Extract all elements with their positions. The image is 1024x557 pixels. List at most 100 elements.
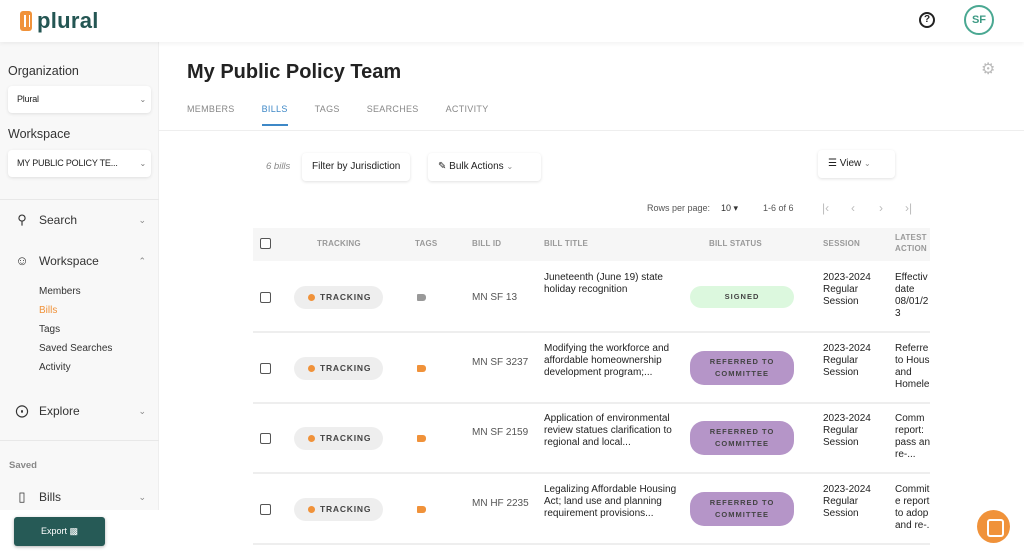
col-session[interactable]: SESSION bbox=[823, 239, 860, 248]
latest-action-line: date bbox=[895, 284, 915, 295]
tab-activity[interactable]: ACTIVITY bbox=[445, 104, 489, 114]
row-checkbox[interactable] bbox=[260, 362, 271, 374]
col-bill-id[interactable]: BILL ID bbox=[472, 239, 502, 248]
col-bill-status[interactable]: BILL STATUS bbox=[709, 239, 762, 248]
chevron-up-icon: ⌃ bbox=[138, 256, 146, 266]
tag-icon[interactable] bbox=[417, 364, 426, 372]
help-icon[interactable]: ? bbox=[919, 12, 935, 28]
sidebar-item-tags[interactable]: Tags bbox=[39, 324, 61, 335]
tab-searches[interactable]: SEARCHES bbox=[366, 104, 419, 114]
nav-explore[interactable]: ⨀ Explore ⌄ bbox=[14, 403, 147, 419]
chat-launcher-icon[interactable] bbox=[977, 510, 1010, 543]
nav-label: Search bbox=[39, 213, 78, 227]
status-badge: REFERRED TO COMMITTEE bbox=[690, 421, 794, 455]
col-tags[interactable]: TAGS bbox=[415, 239, 438, 248]
col-tracking[interactable]: TRACKING bbox=[317, 239, 361, 248]
first-page-icon[interactable]: |‹ bbox=[822, 201, 830, 215]
latest-action-line: and bbox=[895, 366, 912, 378]
search-icon: ⚲ bbox=[17, 212, 27, 227]
sidebar-item-saved-searches[interactable]: Saved Searches bbox=[39, 343, 113, 354]
bill-title[interactable]: Modifying the workforce and affordable h… bbox=[544, 342, 670, 378]
saved-heading: Saved bbox=[9, 460, 37, 471]
sidebar-item-members[interactable]: Members bbox=[39, 286, 81, 297]
avatar[interactable]: SF bbox=[964, 5, 994, 35]
latest-action-line: pass an bbox=[895, 437, 930, 448]
workspace-select[interactable]: MY PUBLIC POLICY TE... ⌄ bbox=[8, 150, 151, 177]
tracking-badge[interactable]: TRACKING bbox=[294, 356, 383, 380]
nav-search[interactable]: ⚲ Search ⌄ bbox=[14, 212, 146, 228]
bill-count: 6 bills bbox=[266, 161, 291, 172]
session: 2023-2024 Regular Session bbox=[823, 272, 871, 307]
row-checkbox[interactable] bbox=[260, 503, 271, 515]
table-row[interactable]: TRACKING MN HF 2235 Legalizing Affordabl… bbox=[253, 474, 930, 545]
table-row[interactable]: TRACKING MN SF 3237 Modifying the workfo… bbox=[253, 333, 930, 404]
tracking-badge[interactable]: TRACKING bbox=[294, 497, 383, 521]
latest-action: Effectiv date 08/01/2 3 bbox=[895, 272, 930, 320]
bill-id[interactable]: MN HF 2235 bbox=[472, 497, 529, 509]
session: 2023-2024 Regular Session bbox=[823, 483, 871, 519]
tag-icon[interactable] bbox=[417, 505, 426, 513]
export-button[interactable]: Export ▩ bbox=[14, 517, 105, 546]
latest-action-line: 3 bbox=[895, 308, 901, 319]
rows-per-page-select[interactable]: 10 ▾ bbox=[721, 203, 739, 213]
status-badge: REFERRED TO COMMITTEE bbox=[690, 491, 794, 526]
nav-workspace[interactable]: ☺ Workspace ⌃ bbox=[14, 253, 146, 269]
latest-action: Referre to Hous and Homele bbox=[895, 343, 930, 391]
chevron-down-icon: ⌄ bbox=[138, 492, 146, 502]
tab-bar: MEMBERS BILLS TAGS SEARCHES ACTIVITY bbox=[187, 104, 489, 126]
tracking-badge[interactable]: TRACKING bbox=[294, 427, 383, 450]
col-latest-action[interactable]: LATEST ACTION bbox=[895, 232, 927, 254]
chevron-down-icon: ⌄ bbox=[864, 159, 871, 168]
session: 2023-2024 Regular Session bbox=[823, 342, 871, 378]
filter-jurisdiction-button[interactable]: Filter by Jurisdiction bbox=[302, 153, 411, 181]
bill-id[interactable]: MN SF 3237 bbox=[472, 356, 529, 368]
gear-icon[interactable]: ⚙ bbox=[981, 61, 996, 78]
table-row[interactable]: TRACKING MN SF 2159 Application of envir… bbox=[253, 403, 930, 474]
last-page-icon[interactable]: ›| bbox=[905, 201, 913, 215]
pencil-icon: ✎ bbox=[438, 161, 447, 172]
status-badge: REFERRED TO COMMITTEE bbox=[690, 350, 794, 385]
sidebar-item-activity[interactable]: Activity bbox=[39, 362, 71, 373]
bill-title[interactable]: Juneteenth (June 19) state holiday recog… bbox=[544, 272, 663, 295]
sidebar-item-bills[interactable]: Bills bbox=[39, 305, 58, 316]
view-button[interactable]: ☰ View ⌄ bbox=[818, 150, 895, 178]
next-page-icon[interactable]: › bbox=[879, 201, 883, 215]
row-checkbox[interactable] bbox=[260, 433, 271, 444]
logo-mark-icon bbox=[20, 11, 32, 31]
tag-icon[interactable] bbox=[417, 435, 426, 442]
plural-logo[interactable]: plural bbox=[20, 8, 99, 34]
workspace-label: Workspace bbox=[8, 127, 71, 141]
table-row[interactable]: TRACKING MN SF 13 Juneteenth (June 19) s… bbox=[253, 262, 930, 333]
export-label: Export bbox=[40, 526, 67, 536]
tab-members[interactable]: MEMBERS bbox=[187, 104, 235, 114]
tracking-badge[interactable]: TRACKING bbox=[294, 286, 383, 309]
table-header: TRACKING TAGS BILL ID BILL TITLE BILL ST… bbox=[253, 228, 930, 261]
latest-action-line: and re-.. bbox=[895, 519, 930, 531]
col-bill-title[interactable]: BILL TITLE bbox=[544, 239, 589, 248]
people-icon: ☺ bbox=[15, 253, 29, 268]
latest-action-line: Referre bbox=[895, 342, 929, 354]
page-title: My Public Policy Team bbox=[187, 61, 402, 83]
latest-action-line: re-... bbox=[895, 449, 916, 460]
bill-id[interactable]: MN SF 13 bbox=[472, 292, 518, 303]
chevron-down-icon: ⌄ bbox=[139, 159, 146, 168]
list-icon: ☰ bbox=[828, 158, 837, 169]
bill-title[interactable]: Application of environmental review stat… bbox=[544, 413, 672, 448]
tab-bills[interactable]: BILLS bbox=[261, 104, 288, 126]
bill-title[interactable]: Legalizing Affordable Housing Act; land … bbox=[544, 483, 677, 519]
top-header: plural ? SF bbox=[0, 0, 1024, 42]
chevron-down-icon: ⌄ bbox=[138, 406, 146, 416]
tag-icon[interactable] bbox=[417, 294, 426, 301]
latest-action-line: Comm bbox=[895, 413, 925, 424]
row-checkbox[interactable] bbox=[260, 292, 271, 303]
prev-page-icon[interactable]: ‹ bbox=[851, 201, 855, 215]
select-all-checkbox[interactable] bbox=[260, 238, 271, 249]
bill-id[interactable]: MN SF 2159 bbox=[472, 427, 529, 438]
page-range: 1-6 of 6 bbox=[763, 203, 794, 213]
organization-select[interactable]: Plural ⌄ bbox=[8, 86, 151, 113]
nav-saved-bills[interactable]: ▯ Bills ⌄ bbox=[14, 489, 146, 505]
tab-tags[interactable]: TAGS bbox=[314, 104, 340, 114]
latest-action-line: Effectiv bbox=[895, 272, 928, 283]
bulk-actions-button[interactable]: ✎ Bulk Actions ⌄ bbox=[428, 153, 541, 181]
col-latest-line2: ACTION bbox=[895, 244, 927, 253]
